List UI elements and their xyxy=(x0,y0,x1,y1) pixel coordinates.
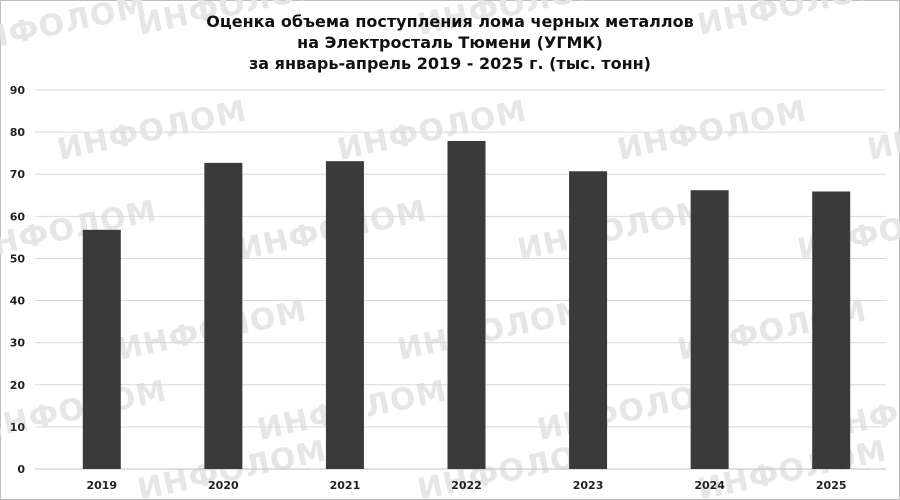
watermark-text: ИНФОЛОМ xyxy=(0,0,150,63)
x-tick-label-2020: 2020 xyxy=(208,479,239,492)
y-tick-label: 50 xyxy=(10,252,26,265)
bar-2021 xyxy=(325,161,364,469)
chart-title-line-2: на Электросталь Тюмени (УГМК) xyxy=(297,33,603,52)
x-tick-label-2021: 2021 xyxy=(330,479,361,492)
bars xyxy=(82,140,851,470)
x-tick-label-2019: 2019 xyxy=(86,479,117,492)
watermark-text: ИНФОЛОМ xyxy=(614,94,810,168)
watermark-text: ИНФОЛОМ xyxy=(864,94,900,168)
y-tick-label: 0 xyxy=(17,463,25,476)
watermark-text: ИНФОЛОМ xyxy=(694,0,890,43)
y-tick-label: 30 xyxy=(10,337,26,350)
bar-2024 xyxy=(690,190,729,470)
y-tick-label: 80 xyxy=(10,126,26,139)
y-tick-label: 70 xyxy=(10,168,26,181)
watermark-text: ИНФОЛОМ xyxy=(514,194,710,268)
watermark-text: ИНФОЛОМ xyxy=(334,94,530,168)
bar-2020 xyxy=(204,162,243,469)
y-tick-label: 40 xyxy=(10,295,26,308)
x-axis-ticks: 2019 2020 2021 2022 2023 2024 2025 xyxy=(86,479,846,492)
y-tick-label: 20 xyxy=(10,379,26,392)
y-axis-ticks: 0 10 20 30 40 50 60 70 80 90 xyxy=(10,84,26,476)
watermark-text: ИНФОЛОМ xyxy=(394,294,590,368)
y-tick-label: 10 xyxy=(10,421,26,434)
bar-2019 xyxy=(82,229,121,469)
x-tick-label-2022: 2022 xyxy=(451,479,482,492)
bar-2025 xyxy=(812,191,851,469)
chart-title-line-3: за январь-апрель 2019 - 2025 г. (тыс. то… xyxy=(249,54,651,73)
x-tick-label-2025: 2025 xyxy=(816,479,847,492)
watermark-text: ИНФОЛОМ xyxy=(54,94,250,168)
chart-title-line-1: Оценка объема поступления лома черных ме… xyxy=(206,12,693,31)
bar-2023 xyxy=(569,171,608,469)
y-tick-label: 60 xyxy=(10,210,26,223)
y-tick-label: 90 xyxy=(10,84,26,97)
gridlines xyxy=(35,89,886,470)
x-tick-label-2023: 2023 xyxy=(573,479,604,492)
x-tick-label-2024: 2024 xyxy=(694,479,725,492)
bar-2022 xyxy=(447,140,486,469)
